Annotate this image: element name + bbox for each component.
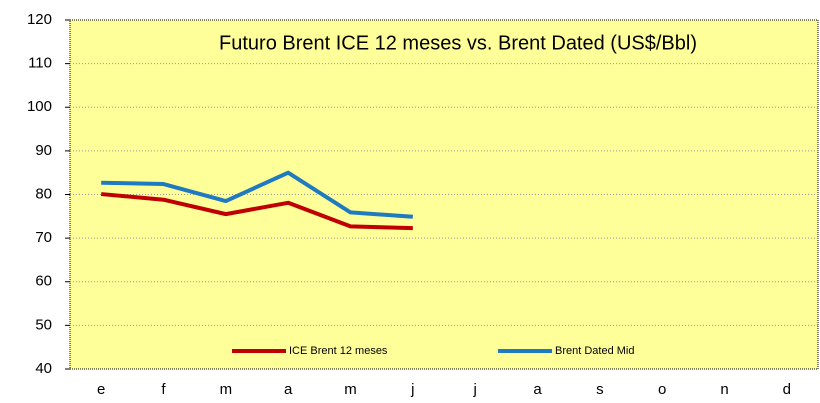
legend-label: Brent Dated Mid	[555, 345, 634, 357]
series-line	[100, 192, 413, 231]
x-tick-label: j	[410, 381, 414, 398]
x-tick-label: a	[284, 381, 293, 398]
y-tick-label: 120	[27, 11, 52, 28]
y-tick-label: 80	[35, 185, 52, 202]
x-tick-label: m	[344, 381, 357, 398]
y-tick-label: 50	[35, 316, 52, 333]
x-tick-label: a	[533, 381, 542, 398]
y-tick-label: 90	[35, 142, 52, 159]
x-tick-label: m	[220, 381, 233, 398]
y-tick-label: 110	[28, 55, 52, 72]
series-line	[101, 170, 413, 219]
x-tick-label: j	[472, 381, 476, 398]
x-tick-label: s	[596, 381, 604, 398]
x-tick-label: e	[97, 381, 105, 398]
legend-label: ICE Brent 12 meses	[289, 345, 388, 357]
y-tick-label: 70	[35, 229, 52, 246]
y-tick-label: 100	[27, 98, 52, 115]
y-tick-label: 40	[35, 360, 52, 377]
x-tick-label: d	[783, 381, 791, 398]
y-tick-label: 60	[35, 273, 52, 290]
chart-title: Futuro Brent ICE 12 meses vs. Brent Date…	[219, 32, 697, 54]
x-tick-label: f	[161, 381, 166, 398]
x-tick-label: n	[720, 381, 728, 398]
x-tick-label: o	[658, 381, 666, 398]
plot-area	[69, 19, 819, 370]
